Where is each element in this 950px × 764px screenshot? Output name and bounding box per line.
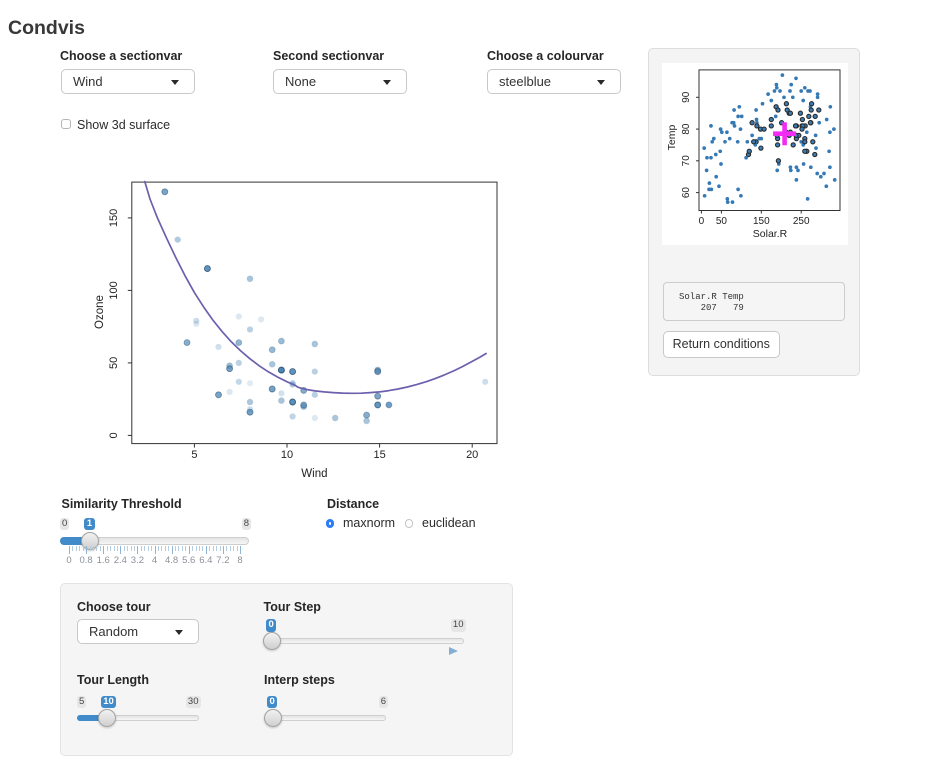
svg-text:Ozone: Ozone xyxy=(94,295,106,329)
svg-text:20: 20 xyxy=(466,449,478,461)
svg-text:0: 0 xyxy=(108,432,120,438)
svg-text:90: 90 xyxy=(681,91,692,103)
svg-text:15: 15 xyxy=(373,449,385,461)
svg-text:60: 60 xyxy=(681,187,692,199)
svg-text:Temp: Temp xyxy=(666,125,678,151)
svg-text:50: 50 xyxy=(716,216,728,227)
svg-text:0: 0 xyxy=(699,216,705,227)
svg-text:5: 5 xyxy=(191,449,197,461)
svg-text:Wind: Wind xyxy=(301,468,327,480)
svg-text:80: 80 xyxy=(681,123,692,135)
svg-text:50: 50 xyxy=(108,357,120,369)
svg-text:250: 250 xyxy=(793,216,810,227)
svg-text:70: 70 xyxy=(681,155,692,167)
svg-text:150: 150 xyxy=(753,216,770,227)
svg-text:10: 10 xyxy=(281,449,293,461)
svg-text:150: 150 xyxy=(108,209,120,227)
svg-text:100: 100 xyxy=(108,281,120,299)
svg-text:Solar.R: Solar.R xyxy=(753,228,788,240)
